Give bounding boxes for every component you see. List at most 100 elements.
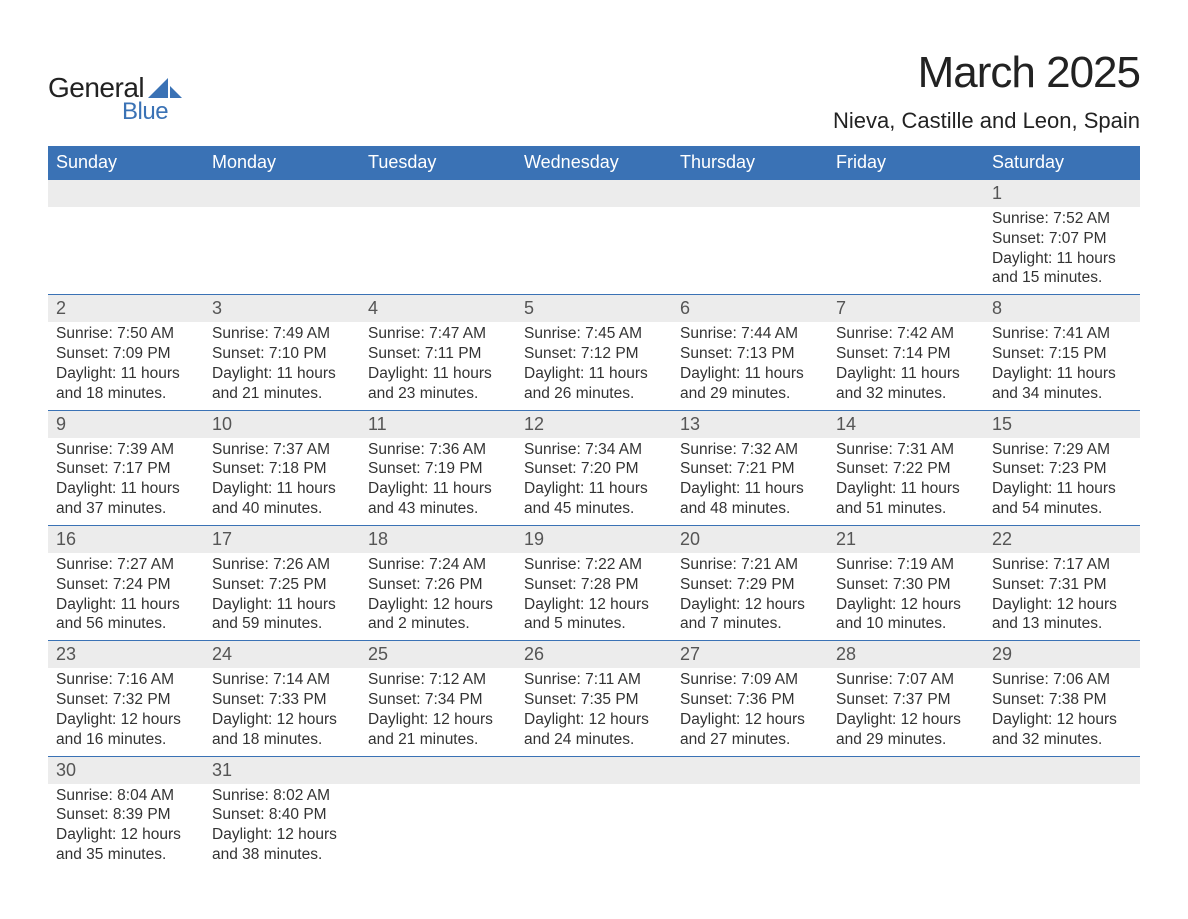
calendar-cell-daynum — [360, 180, 516, 208]
day-number: 18 — [360, 526, 516, 553]
day-number: 9 — [48, 411, 204, 438]
day-details: Sunrise: 7:26 AMSunset: 7:25 PMDaylight:… — [204, 553, 360, 640]
header: General Blue March 2025 Nieva, Castille … — [48, 48, 1140, 134]
day-number: 19 — [516, 526, 672, 553]
day-details: Sunrise: 7:49 AMSunset: 7:10 PMDaylight:… — [204, 322, 360, 409]
day-details: Sunrise: 7:19 AMSunset: 7:30 PMDaylight:… — [828, 553, 984, 640]
calendar-cell-daynum: 30 — [48, 756, 204, 784]
calendar-cell-daynum: 31 — [204, 756, 360, 784]
calendar-cell-daynum: 17 — [204, 525, 360, 553]
calendar-cell-info — [48, 207, 204, 295]
day-details: Sunrise: 7:44 AMSunset: 7:13 PMDaylight:… — [672, 322, 828, 409]
calendar-table: SundayMondayTuesdayWednesdayThursdayFrid… — [48, 146, 1140, 871]
weekday-header: Thursday — [672, 146, 828, 180]
calendar-cell-info: Sunrise: 7:06 AMSunset: 7:38 PMDaylight:… — [984, 668, 1140, 756]
calendar-cell-info: Sunrise: 7:21 AMSunset: 7:29 PMDaylight:… — [672, 553, 828, 641]
calendar-cell-daynum: 9 — [48, 410, 204, 438]
calendar-cell-daynum: 3 — [204, 295, 360, 323]
location-subtitle: Nieva, Castille and Leon, Spain — [833, 108, 1140, 134]
calendar-cell-info: Sunrise: 7:41 AMSunset: 7:15 PMDaylight:… — [984, 322, 1140, 410]
day-details: Sunrise: 7:41 AMSunset: 7:15 PMDaylight:… — [984, 322, 1140, 409]
calendar-cell-daynum: 1 — [984, 180, 1140, 208]
calendar-cell-daynum: 10 — [204, 410, 360, 438]
calendar-cell-daynum: 16 — [48, 525, 204, 553]
day-details: Sunrise: 7:45 AMSunset: 7:12 PMDaylight:… — [516, 322, 672, 409]
logo-text-2: Blue — [122, 98, 168, 126]
calendar-cell-info: Sunrise: 7:07 AMSunset: 7:37 PMDaylight:… — [828, 668, 984, 756]
calendar-cell-info: Sunrise: 7:16 AMSunset: 7:32 PMDaylight:… — [48, 668, 204, 756]
day-number: 24 — [204, 641, 360, 668]
calendar-cell-daynum — [828, 180, 984, 208]
calendar-cell-info: Sunrise: 7:11 AMSunset: 7:35 PMDaylight:… — [516, 668, 672, 756]
calendar-cell-daynum: 13 — [672, 410, 828, 438]
calendar-header-row: SundayMondayTuesdayWednesdayThursdayFrid… — [48, 146, 1140, 180]
day-number: 15 — [984, 411, 1140, 438]
calendar-cell-daynum — [516, 180, 672, 208]
day-details: Sunrise: 7:07 AMSunset: 7:37 PMDaylight:… — [828, 668, 984, 755]
day-details: Sunrise: 7:34 AMSunset: 7:20 PMDaylight:… — [516, 438, 672, 525]
day-number: 21 — [828, 526, 984, 553]
day-number: 22 — [984, 526, 1140, 553]
day-number: 16 — [48, 526, 204, 553]
calendar-cell-daynum: 22 — [984, 525, 1140, 553]
calendar-cell-daynum: 23 — [48, 641, 204, 669]
day-details: Sunrise: 7:31 AMSunset: 7:22 PMDaylight:… — [828, 438, 984, 525]
logo: General Blue — [48, 48, 182, 126]
day-details: Sunrise: 7:14 AMSunset: 7:33 PMDaylight:… — [204, 668, 360, 755]
calendar-cell-daynum: 19 — [516, 525, 672, 553]
calendar-cell-daynum: 7 — [828, 295, 984, 323]
day-details: Sunrise: 7:21 AMSunset: 7:29 PMDaylight:… — [672, 553, 828, 640]
calendar-cell-daynum: 29 — [984, 641, 1140, 669]
calendar-cell-info: Sunrise: 7:47 AMSunset: 7:11 PMDaylight:… — [360, 322, 516, 410]
weekday-header: Saturday — [984, 146, 1140, 180]
day-number: 13 — [672, 411, 828, 438]
calendar-cell-daynum: 15 — [984, 410, 1140, 438]
calendar-cell-info: Sunrise: 8:04 AMSunset: 8:39 PMDaylight:… — [48, 784, 204, 871]
calendar-cell-info: Sunrise: 7:32 AMSunset: 7:21 PMDaylight:… — [672, 438, 828, 526]
weekday-header: Wednesday — [516, 146, 672, 180]
calendar-cell-daynum — [672, 756, 828, 784]
calendar-cell-info: Sunrise: 7:50 AMSunset: 7:09 PMDaylight:… — [48, 322, 204, 410]
calendar-cell-daynum: 24 — [204, 641, 360, 669]
day-details: Sunrise: 7:06 AMSunset: 7:38 PMDaylight:… — [984, 668, 1140, 755]
calendar-cell-info: Sunrise: 7:27 AMSunset: 7:24 PMDaylight:… — [48, 553, 204, 641]
calendar-cell-info: Sunrise: 7:37 AMSunset: 7:18 PMDaylight:… — [204, 438, 360, 526]
day-details: Sunrise: 7:32 AMSunset: 7:21 PMDaylight:… — [672, 438, 828, 525]
day-details: Sunrise: 7:11 AMSunset: 7:35 PMDaylight:… — [516, 668, 672, 755]
calendar-cell-info: Sunrise: 7:24 AMSunset: 7:26 PMDaylight:… — [360, 553, 516, 641]
calendar-cell-daynum — [516, 756, 672, 784]
calendar-cell-info — [672, 207, 828, 295]
day-details: Sunrise: 8:04 AMSunset: 8:39 PMDaylight:… — [48, 784, 204, 871]
calendar-cell-daynum — [204, 180, 360, 208]
calendar-cell-daynum: 2 — [48, 295, 204, 323]
day-number: 3 — [204, 295, 360, 322]
calendar-cell-daynum: 5 — [516, 295, 672, 323]
day-details: Sunrise: 7:36 AMSunset: 7:19 PMDaylight:… — [360, 438, 516, 525]
day-details: Sunrise: 7:42 AMSunset: 7:14 PMDaylight:… — [828, 322, 984, 409]
calendar-cell-info — [516, 207, 672, 295]
calendar-cell-daynum: 28 — [828, 641, 984, 669]
calendar-cell-daynum: 4 — [360, 295, 516, 323]
day-number: 14 — [828, 411, 984, 438]
day-number: 20 — [672, 526, 828, 553]
calendar-cell-info: Sunrise: 7:22 AMSunset: 7:28 PMDaylight:… — [516, 553, 672, 641]
calendar-cell-info: Sunrise: 7:31 AMSunset: 7:22 PMDaylight:… — [828, 438, 984, 526]
day-number: 7 — [828, 295, 984, 322]
day-details: Sunrise: 7:47 AMSunset: 7:11 PMDaylight:… — [360, 322, 516, 409]
day-details: Sunrise: 7:29 AMSunset: 7:23 PMDaylight:… — [984, 438, 1140, 525]
calendar-cell-info: Sunrise: 7:45 AMSunset: 7:12 PMDaylight:… — [516, 322, 672, 410]
day-details: Sunrise: 7:17 AMSunset: 7:31 PMDaylight:… — [984, 553, 1140, 640]
day-details: Sunrise: 8:02 AMSunset: 8:40 PMDaylight:… — [204, 784, 360, 871]
calendar-cell-info — [984, 784, 1140, 871]
calendar-cell-info: Sunrise: 7:36 AMSunset: 7:19 PMDaylight:… — [360, 438, 516, 526]
calendar-cell-daynum: 18 — [360, 525, 516, 553]
day-details: Sunrise: 7:22 AMSunset: 7:28 PMDaylight:… — [516, 553, 672, 640]
day-number: 31 — [204, 757, 360, 784]
day-details: Sunrise: 7:09 AMSunset: 7:36 PMDaylight:… — [672, 668, 828, 755]
day-number: 2 — [48, 295, 204, 322]
day-number: 23 — [48, 641, 204, 668]
calendar-cell-info: Sunrise: 7:17 AMSunset: 7:31 PMDaylight:… — [984, 553, 1140, 641]
calendar-cell-info: Sunrise: 7:14 AMSunset: 7:33 PMDaylight:… — [204, 668, 360, 756]
calendar-cell-daynum: 26 — [516, 641, 672, 669]
calendar-cell-info: Sunrise: 7:12 AMSunset: 7:34 PMDaylight:… — [360, 668, 516, 756]
